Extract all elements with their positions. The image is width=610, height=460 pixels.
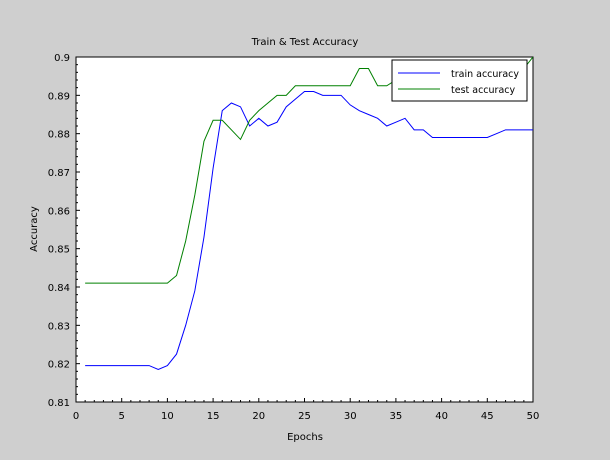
x-tick-label: 45 — [481, 411, 494, 422]
x-axis-label: Epochs — [287, 432, 323, 443]
y-tick-label: 0.86 — [48, 206, 70, 217]
series-line-train-accuracy — [85, 91, 533, 370]
y-tick-label: 0.89 — [48, 91, 70, 102]
legend-label-train: train accuracy — [451, 69, 519, 80]
axis-layer: 0 5 10 15 20 25 30 35 40 45 50 0.81 0.82 0.83 0.84 0.85… — [48, 53, 540, 422]
plot-area — [75, 56, 534, 403]
x-tick-label: 0 — [73, 411, 79, 422]
x-tick-label: 10 — [161, 411, 174, 422]
y-tick-label: 0.9 — [54, 53, 70, 64]
y-tick-label: 0.81 — [48, 398, 70, 409]
x-tick-label: 30 — [344, 411, 357, 422]
x-tick-label: 5 — [119, 411, 125, 422]
x-tick-label: 40 — [435, 411, 448, 422]
y-tick-label: 0.83 — [48, 321, 70, 332]
legend-box — [391, 59, 528, 102]
y-axis-label: Accuracy — [29, 206, 40, 252]
y-tick-label: 0.88 — [48, 130, 70, 141]
y-tick-label: 0.84 — [48, 283, 70, 294]
chart-title: Train & Test Accuracy — [251, 37, 359, 48]
legend-label-test: test accuracy — [451, 85, 516, 96]
x-tick-label: 20 — [252, 411, 265, 422]
x-tick-label: 25 — [298, 411, 311, 422]
y-tick-label: 0.87 — [48, 168, 70, 179]
legend: train accuracy test accuracy — [391, 59, 528, 102]
x-tick-label: 15 — [207, 411, 220, 422]
y-tick-label: 0.82 — [48, 360, 70, 371]
x-tick-label: 35 — [390, 411, 403, 422]
y-tick-label: 0.85 — [48, 245, 70, 256]
x-tick-label: 50 — [527, 411, 540, 422]
